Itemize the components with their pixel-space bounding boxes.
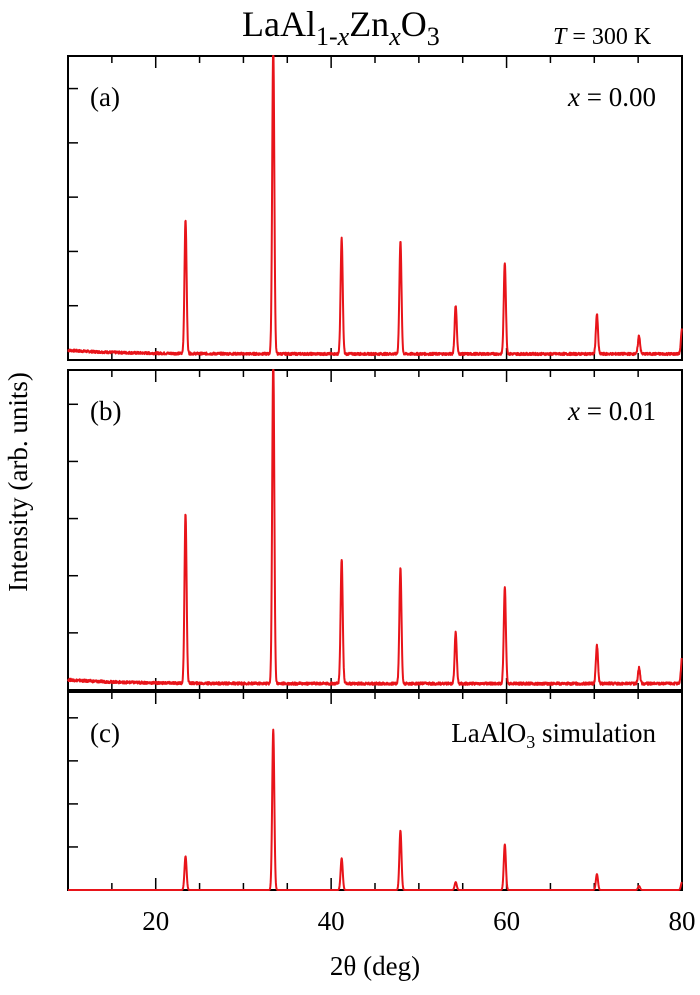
panel-annotation: LaAlO3 simulation (451, 718, 656, 752)
annotation-var: x (567, 396, 580, 426)
x-tick-label: 60 (493, 906, 520, 936)
series-line-panel-2 (67, 369, 683, 686)
panel-1: (a) x = 0.00 (67, 55, 683, 361)
panels-group: (a) x = 0.00 (b) x = 0.01 (c) LaAlO3 simulati… (67, 55, 683, 891)
annotation-rest: simulation (535, 718, 656, 748)
title-base: LaAl (242, 4, 316, 44)
series-line-panel-1 (67, 55, 683, 357)
series-line-panel-3 (67, 728, 683, 891)
title-sub2-italic: x (388, 22, 401, 51)
panel-3: (c) LaAlO3 simulation (67, 691, 683, 891)
x-tick-label: 80 (669, 906, 696, 936)
title-sub3: 3 (427, 22, 440, 51)
panel-annotation: x = 0.01 (567, 396, 656, 426)
annotation-var: x (567, 82, 580, 112)
annotation-sub: 3 (526, 732, 535, 752)
y-axis-label: Intensity (arb. units) (3, 372, 33, 592)
annotation-text: LaAlO (451, 718, 526, 748)
temperature-label: T = 300 K (553, 24, 652, 50)
panel-label: (a) (90, 82, 120, 112)
annotation-value: = 0.01 (580, 396, 656, 426)
x-tick-label: 40 (318, 906, 345, 936)
panel-annotation: x = 0.00 (567, 82, 656, 112)
x-axis-label: 2θ (deg) (330, 951, 420, 981)
title-mid: Zn (349, 4, 389, 44)
panel-2: (b) x = 0.01 (67, 369, 683, 691)
title-sub1-italic: x (337, 22, 350, 51)
temperature-rest: = 300 K (566, 24, 652, 50)
panel-label: (b) (90, 396, 121, 426)
x-tick-label: 20 (142, 906, 169, 936)
title-end: O (401, 4, 427, 44)
temperature-var: T (553, 24, 568, 50)
annotation-value: = 0.00 (580, 82, 656, 112)
panel-label: (c) (90, 718, 120, 748)
chart-title: LaAl1-xZnxO3 (242, 4, 440, 51)
title-sub1: 1- (316, 22, 338, 51)
x-tick-labels: 20 40 60 80 (142, 906, 695, 936)
